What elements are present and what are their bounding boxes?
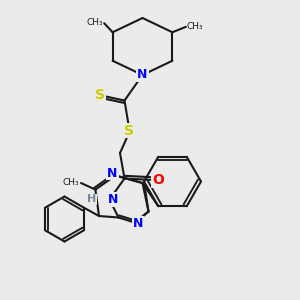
Text: N: N xyxy=(137,68,148,82)
Text: O: O xyxy=(152,173,164,187)
Text: H: H xyxy=(87,194,96,205)
Text: CH₃: CH₃ xyxy=(87,18,103,27)
Text: N: N xyxy=(108,193,118,206)
Text: N: N xyxy=(133,217,143,230)
Text: S: S xyxy=(94,88,105,102)
Text: CH₃: CH₃ xyxy=(187,22,203,31)
Text: CH₃: CH₃ xyxy=(63,178,80,187)
Text: N: N xyxy=(107,167,118,180)
Text: S: S xyxy=(124,124,134,137)
